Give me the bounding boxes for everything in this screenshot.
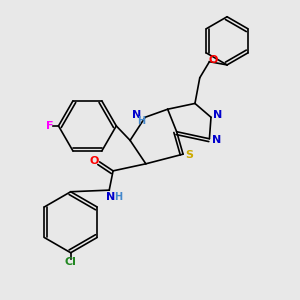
Text: S: S [185, 150, 193, 160]
Text: N: N [106, 192, 116, 202]
Text: N: N [132, 110, 141, 120]
Text: Cl: Cl [65, 257, 76, 267]
Text: F: F [46, 121, 53, 131]
Text: N: N [213, 110, 223, 120]
Text: O: O [89, 156, 98, 166]
Text: H: H [137, 116, 145, 126]
Text: O: O [208, 55, 218, 65]
Text: N: N [212, 135, 221, 146]
Text: H: H [114, 192, 122, 202]
